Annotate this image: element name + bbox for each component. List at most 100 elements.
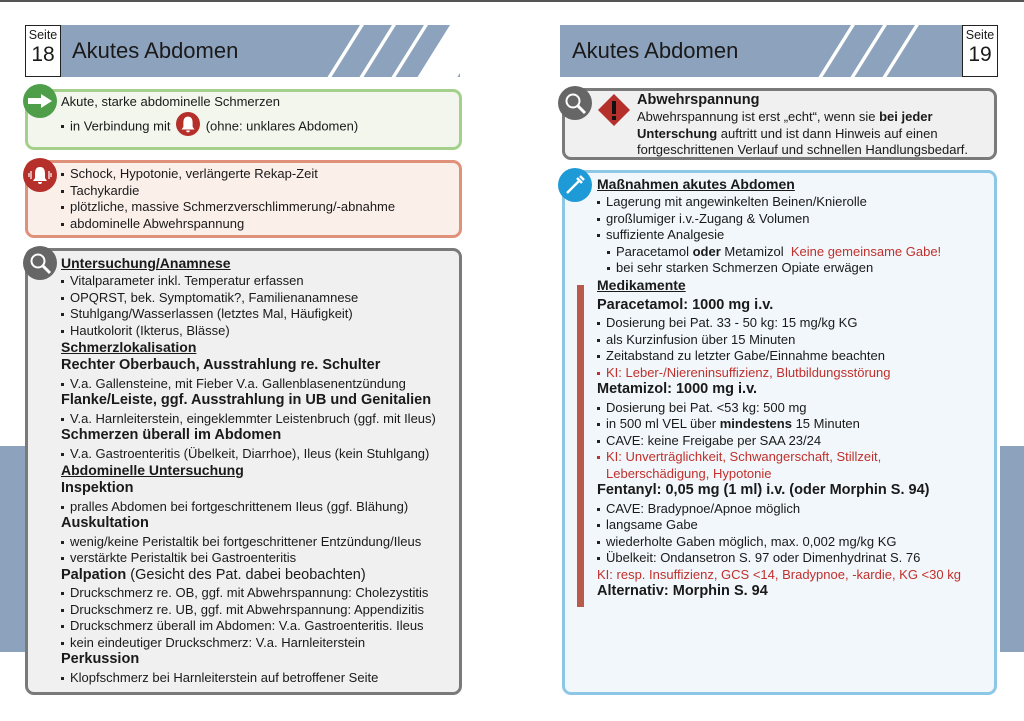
list-item: Vitalparameter inkl. Temperatur erfassen (61, 273, 304, 289)
text-segment: Lagerung mit angewinkelten Beinen/Kniero… (606, 194, 867, 209)
text-segment: 15 Minuten (791, 416, 860, 431)
text-segment: KI: Unverträglichkeit, Schwangerschaft, … (606, 449, 882, 464)
text-segment: wiederholte Gaben möglich, max. 0,002 mg… (606, 533, 897, 549)
left-page-number: Seite 18 (25, 25, 61, 77)
text-segment: (Gesicht des Pat. dabei beobachten) (126, 566, 366, 583)
arrow-right-icon (23, 84, 57, 118)
page-number: 19 (968, 43, 992, 66)
subheading: Alternativ: Morphin S. 94 (597, 583, 768, 599)
text-segment: großlumiger i.v.-Zugang & Volumen (606, 210, 810, 226)
text-segment: auftritt und ist dann Hinweis auf einen (717, 125, 938, 141)
text-segment: Metamizol: 1000 mg i.v. (597, 381, 758, 397)
right-side-band (1000, 446, 1024, 652)
text-segment: V.a. Harnleiterstein, eingeklemmter Leis… (70, 410, 436, 426)
examination-box (25, 248, 462, 695)
subheading: Perkussion (61, 651, 139, 667)
syringe-icon (558, 168, 592, 202)
right-title-band: Akutes Abdomen (560, 25, 963, 77)
list-item: CAVE: Bradypnoe/Apnoe möglich (596, 501, 800, 517)
text-segment: Fentanyl: 0,05 mg (1 ml) i.v. (oder Morp… (597, 482, 930, 498)
medication-marker-bar (577, 285, 584, 607)
page-label: Seite (965, 28, 995, 42)
text-segment: Alternativ: Morphin S. 94 (597, 583, 768, 599)
text-segment: plötzliche, massive Schmerzverschlimmeru… (70, 199, 396, 214)
text-segment: Dosierung bei Pat. 33 - 50 kg: 15 mg/kg … (606, 315, 858, 330)
left-side-band (0, 446, 26, 652)
list-item: V.a. Gallensteine, mit Fieber V.a. Galle… (61, 375, 406, 392)
text-segment: (ohne: unklares Abdomen) (202, 118, 359, 134)
list-item: KI: resp. Insuffizienz, GCS <14, Bradypn… (597, 567, 961, 583)
top-border (0, 0, 1024, 2)
list-item: als Kurzinfusion über 15 Minuten (596, 332, 795, 348)
list-item: Druckschmerz re. UB, ggf. mit Abwehrspan… (60, 602, 424, 618)
text-segment: kein eindeutiger Druckschmerz: V.a. Harn… (70, 634, 366, 650)
warning-diamond-icon (597, 93, 631, 127)
list-item: großlumiger i.v.-Zugang & Volumen (597, 210, 810, 227)
list-item: bei sehr starken Schmerzen Opiate erwäge… (606, 260, 873, 276)
section-heading: Abdominelle Untersuchung (61, 462, 244, 478)
list-item: Dosierung bei Pat. <53 kg: 500 mg (597, 399, 807, 416)
text-segment: Dosierung bei Pat. <53 kg: 500 mg (606, 399, 807, 415)
list-item: Stuhlgang/Wasserlassen (letztes Mal, Häu… (61, 306, 353, 322)
list-item: V.a. Gastroenteritis (Übelkeit, Diarrhoe… (60, 445, 430, 462)
text-segment: Paracetamol (616, 243, 693, 259)
text-segment: CAVE: keine Freigabe per SAA 23/24 (606, 432, 822, 448)
text-segment: mindestens (719, 416, 792, 431)
text-segment: Schmerzlokalisation (61, 339, 197, 355)
subheading: Abwehrspannung (637, 92, 759, 108)
text-segment: Palpation (61, 566, 127, 583)
text-segment: Klopfschmerz bei Harnleiterstein auf bet… (70, 669, 379, 685)
page-number: 18 (31, 43, 55, 66)
text-segment: KI: resp. Insuffizienz, GCS <14, Bradypn… (597, 566, 961, 582)
text-segment: Schmerzen überall im Abdomen (61, 427, 282, 443)
text-segment: Tachykardie (70, 182, 140, 198)
indication-box (25, 89, 462, 150)
list-item: suffiziente Analgesie (596, 227, 725, 243)
list-item: langsame Gabe (597, 517, 698, 533)
subheading: Inspektion (61, 480, 134, 496)
text-segment: Rechter Oberbauch, Ausstrahlung re. Schu… (61, 357, 381, 373)
text-segment: V.a. Gastroenteritis (Übelkeit, Diarrhoe… (70, 445, 430, 461)
list-item: Zeitabstand zu letzter Gabe/Einnahme bea… (597, 348, 885, 364)
subheading: Schmerzen überall im Abdomen (61, 427, 281, 443)
text-segment: suffiziente Analgesie (606, 227, 725, 242)
text-segment: V.a. Gallensteine, mit Fieber V.a. Galle… (70, 375, 406, 391)
list-item: Druckschmerz überall im Abdomen: V.a. Ga… (61, 618, 424, 634)
text-segment: Inspektion (61, 480, 134, 496)
list-item: in 500 ml VEL über mindestens 15 Minuten (597, 416, 860, 432)
subheading: Palpation (Gesicht des Pat. dabei beobac… (61, 567, 366, 583)
list-item: Unterschung auftritt und ist dann Hinwei… (637, 126, 938, 142)
magnifier-icon (558, 86, 592, 120)
text-segment: Stuhlgang/Wasserlassen (letztes Mal, Häu… (70, 306, 353, 321)
text-segment: Hautkolorit (Ikterus, Blässe) (70, 322, 230, 338)
list-item: Hautkolorit (Ikterus, Blässe) (61, 322, 230, 339)
magnifier-icon (23, 246, 57, 280)
list-item: Schock, Hypotonie, verlängerte Rekap-Zei… (61, 166, 318, 182)
text-segment: Abwehrspannung ist erst „echt“, wenn sie (637, 109, 880, 124)
right-page-title: Akutes Abdomen (572, 38, 739, 63)
subheading: Rechter Oberbauch, Ausstrahlung re. Schu… (61, 357, 380, 373)
list-item: Paracetamol oder Metamizol Keine gemeins… (606, 243, 941, 260)
text-segment: abdominelle Abwehrspannung (70, 215, 245, 231)
text-segment: Übelkeit: Ondansetron S. 97 oder Dimenhy… (606, 550, 921, 565)
list-item: CAVE: keine Freigabe per SAA 23/24 (596, 432, 822, 449)
text-segment: Vitalparameter inkl. Temperatur erfassen (70, 273, 304, 288)
text-segment: Paracetamol: 1000 mg i.v. (597, 296, 774, 313)
text-segment: Perkussion (61, 651, 140, 667)
text-segment: Leberschädigung, Hypotonie (606, 465, 772, 481)
subheading: Flanke/Leiste, ggf. Ausstrahlung in UB u… (61, 392, 431, 408)
text-segment: Abwehrspannung (637, 92, 760, 108)
list-item: pralles Abdomen bei fortgeschrittenem Il… (60, 498, 409, 515)
list-item: in Verbindung mit (ohne: unklares Abdome… (60, 112, 359, 136)
text-segment: oder (692, 243, 721, 259)
list-item: Abwehrspannung ist erst „echt“, wenn sie… (637, 109, 933, 125)
list-item: verstärkte Peristaltik bei Gastroenterit… (60, 550, 296, 566)
left-title-band: Akutes Abdomen (60, 25, 460, 77)
list-item: KI: Unverträglichkeit, Schwangerschaft, … (596, 449, 882, 465)
list-item: plötzliche, massive Schmerzverschlimmeru… (60, 199, 396, 215)
text-segment: pralles Abdomen bei fortgeschrittenem Il… (70, 498, 409, 514)
section-heading: Schmerzlokalisation (61, 339, 196, 355)
text-segment: Akute, starke abdominelle Schmerzen (61, 94, 280, 109)
text-segment: Druckschmerz re. OB, ggf. mit Abwehrspan… (70, 585, 429, 600)
text-segment: Metamizol (720, 243, 791, 259)
